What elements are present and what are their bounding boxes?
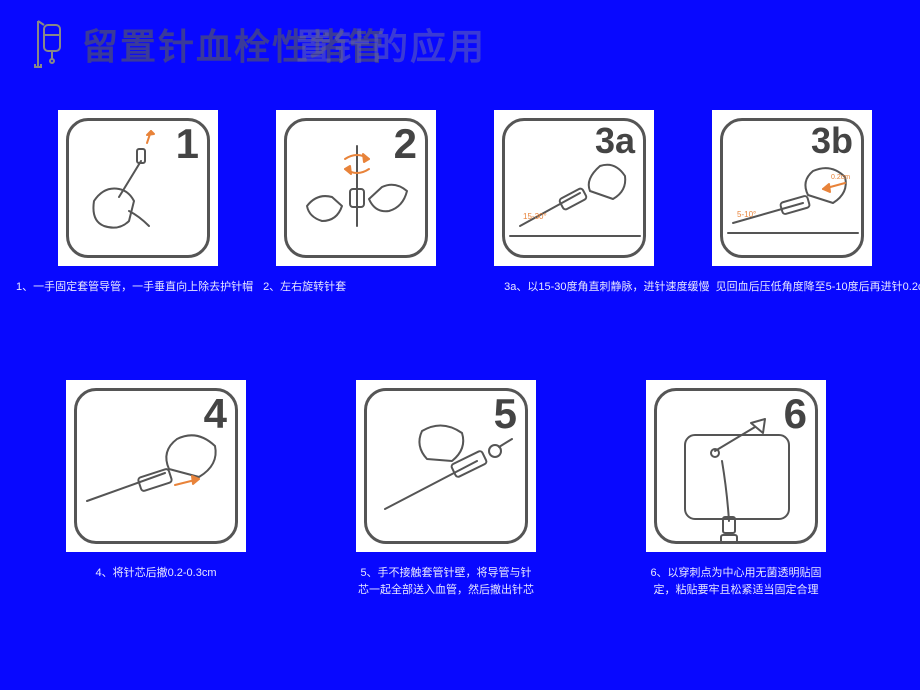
- step-illustration: 15-30°: [505, 121, 643, 255]
- slide-header: 留置针血栓性堵管 置针的应用: [30, 18, 386, 70]
- title-wrap: 留置针血栓性堵管 置针的应用: [82, 18, 386, 70]
- caption-step-3: 3a、以15-30度角直刺静脉，进针速度缓慢 见回血后压低角度降至5-10度后再…: [504, 278, 920, 294]
- step-illustration: [367, 391, 525, 541]
- step-illustration: [657, 391, 815, 541]
- step-panel-5: 5: [356, 380, 536, 552]
- step-panel-6: 6: [646, 380, 826, 552]
- page-title-ghost: 置针的应用: [296, 18, 486, 70]
- step-row-2: 4 5: [66, 380, 826, 552]
- step-panel-3a: 3a 15-30°: [494, 110, 654, 266]
- iv-bag-icon: [30, 19, 70, 69]
- svg-text:15-30°: 15-30°: [523, 212, 547, 221]
- step-illustration: [77, 391, 235, 541]
- step-panel-3b: 3b 0.2cm 5-10°: [712, 110, 872, 266]
- caption-step-4: 4、将针芯后撤0.2-0.3cm: [66, 565, 246, 582]
- step-illustration: [287, 121, 425, 255]
- captions-row-1: 1、一手固定套管导管，一手垂直向上除去护针帽 2、左右旋转针套 3a、以15-3…: [0, 278, 920, 294]
- caption-step-5: 5、手不接触套管针壁，将导管与针芯一起全部送入血管，然后撤出针芯: [356, 565, 536, 598]
- caption-step-6: 6、以穿刺点为中心用无菌透明贴固定，粘贴要牢且松紧适当固定合理: [646, 565, 826, 598]
- svg-text:5-10°: 5-10°: [737, 210, 756, 219]
- step-illustration: [69, 121, 207, 255]
- svg-text:0.2cm: 0.2cm: [831, 174, 850, 181]
- step-panel-4: 4: [66, 380, 246, 552]
- step-panel-1: 1: [58, 110, 218, 266]
- caption-step-1: 1、一手固定套管导管，一手垂直向上除去护针帽: [16, 278, 260, 294]
- step-panel-2: 2: [276, 110, 436, 266]
- caption-step-2: 2、左右旋转针套: [263, 278, 501, 294]
- step-row-1: 1 2: [58, 110, 872, 266]
- step-illustration: 0.2cm 5-10°: [723, 121, 861, 255]
